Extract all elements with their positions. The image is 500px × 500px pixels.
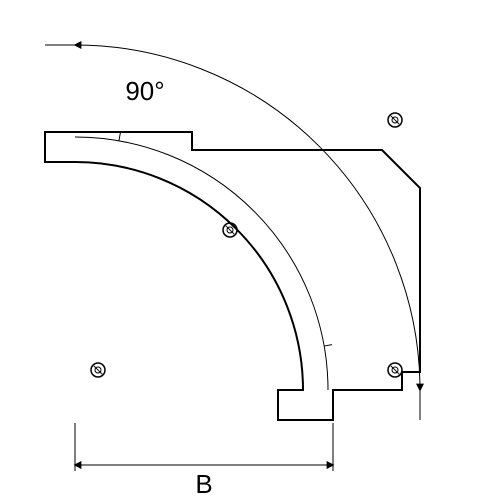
width-label: B <box>195 469 212 499</box>
screw-group <box>91 113 402 377</box>
angle-label: 90° <box>125 76 164 106</box>
screw-icon <box>223 223 237 237</box>
seam-tab <box>119 133 120 141</box>
screw-icon <box>388 113 402 127</box>
screw-icon <box>388 363 402 377</box>
screw-icon <box>91 363 105 377</box>
technical-diagram: 90° B <box>0 0 500 500</box>
cover-seam-arc <box>75 137 328 390</box>
seam-tab <box>324 345 332 346</box>
